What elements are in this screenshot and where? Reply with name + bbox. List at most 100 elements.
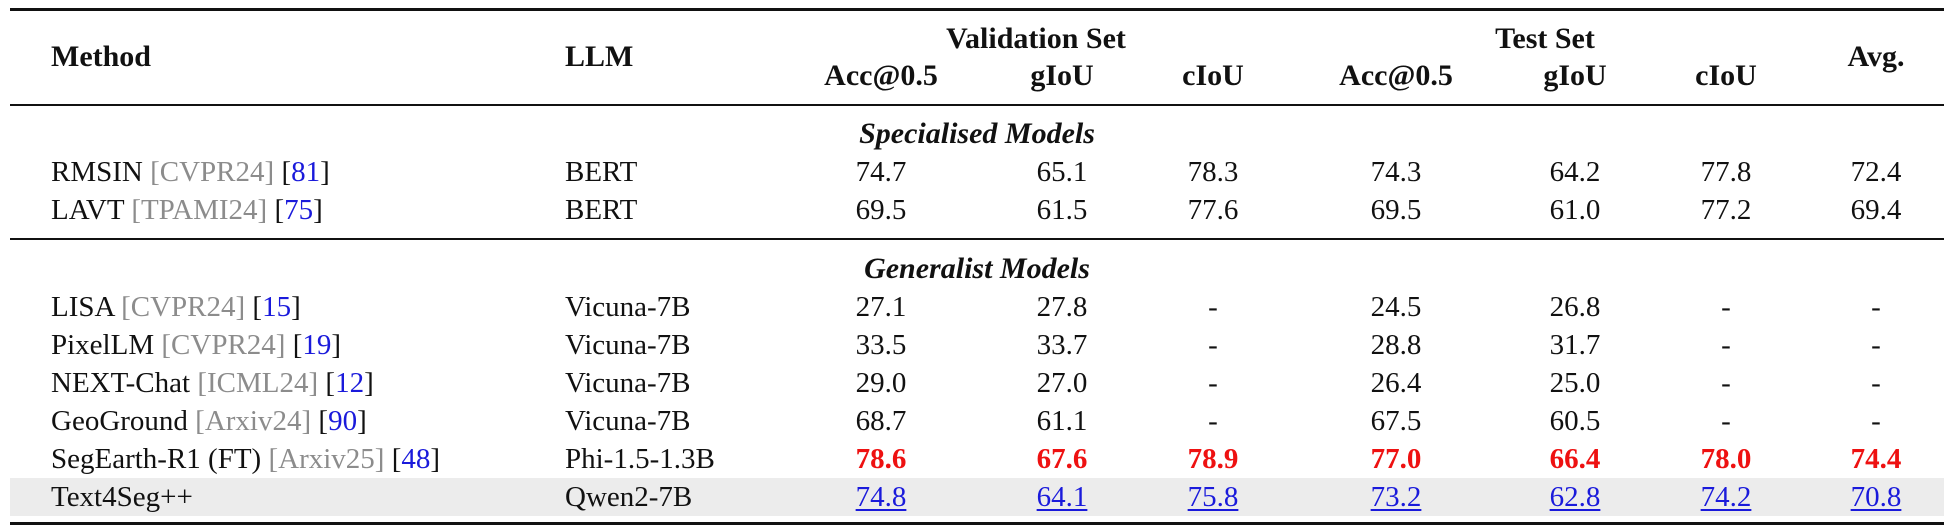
value-cell: 62.8 (1549, 481, 1601, 513)
value-cell: 64.1 (1036, 481, 1088, 513)
method-cell: LISA [CVPR24] [15] (51, 288, 301, 326)
value-cell: - (1208, 291, 1218, 323)
value-cell: - (1208, 405, 1218, 437)
citation-link[interactable]: 12 (335, 367, 365, 399)
value-cell: 65.1 (1036, 156, 1088, 188)
value-cell: 77.8 (1700, 156, 1752, 188)
value-cell: 61.1 (1036, 405, 1088, 437)
section-rule (10, 238, 1944, 240)
value-cell: 60.5 (1549, 405, 1601, 437)
value-cell: 75.8 (1187, 481, 1239, 513)
value-cell: 26.4 (1370, 367, 1422, 399)
venue-tag: [Arxiv25] (268, 443, 385, 475)
citation-link[interactable]: 90 (328, 405, 358, 437)
citation-open: [ (391, 443, 402, 475)
citation-open: [ (318, 405, 329, 437)
value-cell: 74.2 (1700, 481, 1752, 513)
llm-cell: BERT (565, 156, 638, 188)
citation-open: [ (281, 156, 292, 188)
citation-close: ] (320, 156, 330, 188)
value-cell: 27.1 (855, 291, 907, 323)
section-title-generalist: Generalist Models (864, 252, 1090, 285)
value-cell: 77.2 (1700, 194, 1752, 226)
header-validation-set: Validation Set (946, 22, 1126, 55)
value-cell: 27.0 (1036, 367, 1088, 399)
value-cell: 73.2 (1370, 481, 1422, 513)
venue-tag: [CVPR24] (161, 329, 286, 361)
header-test-set: Test Set (1495, 22, 1595, 55)
citation-close: ] (430, 443, 441, 475)
header-llm: LLM (565, 40, 634, 73)
llm-cell: Phi-1.5-1.3B (565, 443, 715, 475)
citation-close: ] (357, 405, 367, 437)
llm-cell: Qwen2-7B (565, 481, 693, 513)
venue-tag: [CVPR24] (121, 291, 246, 323)
value-cell: - (1721, 329, 1731, 361)
method-cell: Text4Seg++ (51, 478, 193, 516)
table-row: LAVT [TPAMI24] [75] BERT 69.5 61.5 77.6 69.5 6… (0, 191, 1954, 229)
citation-link[interactable]: 19 (302, 329, 332, 361)
header-val-acc: Acc@0.5 (824, 59, 938, 92)
method-name: RMSIN (51, 156, 143, 188)
value-cell: - (1721, 405, 1731, 437)
value-cell: - (1871, 367, 1881, 399)
value-cell: 78.3 (1187, 156, 1239, 188)
citation-open: [ (292, 329, 303, 361)
value-cell: 68.7 (855, 405, 907, 437)
method-name: Text4Seg++ (51, 481, 193, 513)
citation-link[interactable]: 75 (284, 194, 314, 226)
value-cell: 74.4 (1850, 443, 1902, 475)
method-name: SegEarth-R1 (FT) (51, 443, 262, 475)
method-name: PixelLM (51, 329, 155, 361)
value-cell: 77.0 (1370, 443, 1422, 475)
value-cell: - (1208, 329, 1218, 361)
venue-tag: [TPAMI24] (131, 194, 268, 226)
header-val-ciou: cIoU (1182, 59, 1244, 92)
value-cell: 70.8 (1850, 481, 1902, 513)
method-name: LAVT (51, 194, 125, 226)
venue-tag: [ICML24] (197, 367, 319, 399)
value-cell: 69.5 (1370, 194, 1422, 226)
method-cell: LAVT [TPAMI24] [75] (51, 191, 323, 229)
header-method: Method (51, 40, 151, 73)
citation-link[interactable]: 81 (291, 156, 321, 188)
table-row: Text4Seg++ Qwen2-7B 74.8 64.1 75.8 73.2 62.8 74… (10, 478, 1944, 516)
value-cell: 31.7 (1549, 329, 1601, 361)
value-cell: 64.2 (1549, 156, 1601, 188)
citation-open: [ (274, 194, 285, 226)
value-cell: 28.8 (1370, 329, 1422, 361)
table-row: NEXT-Chat [ICML24] [12] Vicuna-7B 29.0 27.0… (0, 364, 1954, 402)
table-row: PixelLM [CVPR24] [19] Vicuna-7B 33.5 33.7 - 2… (0, 326, 1954, 364)
value-cell: 33.7 (1036, 329, 1088, 361)
value-cell: 25.0 (1549, 367, 1601, 399)
table-row: LISA [CVPR24] [15] Vicuna-7B 27.1 27.8 - 24.5… (0, 288, 1954, 326)
value-cell: 69.5 (855, 194, 907, 226)
llm-cell: BERT (565, 194, 638, 226)
value-cell: - (1871, 329, 1881, 361)
value-cell: 26.8 (1549, 291, 1601, 323)
citation-link[interactable]: 48 (401, 443, 431, 475)
citation-close: ] (291, 291, 301, 323)
method-name: NEXT-Chat (51, 367, 191, 399)
citation-link[interactable]: 15 (262, 291, 292, 323)
value-cell: 61.0 (1549, 194, 1601, 226)
header-test-ciou: cIoU (1695, 59, 1757, 92)
method-cell: GeoGround [Arxiv24] [90] (51, 402, 367, 440)
citation-close: ] (364, 367, 374, 399)
method-name: LISA (51, 291, 114, 323)
llm-cell: Vicuna-7B (565, 367, 691, 399)
value-cell: 72.4 (1850, 156, 1902, 188)
value-cell: - (1721, 291, 1731, 323)
table-row: RMSIN [CVPR24] [81] BERT 74.7 65.1 78.3 74.3 6… (0, 153, 1954, 191)
value-cell: - (1871, 291, 1881, 323)
method-name: GeoGround (51, 405, 188, 437)
header-val-giou: gIoU (1030, 59, 1094, 92)
value-cell: 74.7 (855, 156, 907, 188)
citation-open: [ (325, 367, 336, 399)
header-test-acc: Acc@0.5 (1339, 59, 1453, 92)
method-cell: NEXT-Chat [ICML24] [12] (51, 364, 374, 402)
method-cell: SegEarth-R1 (FT) [Arxiv25] [48] (51, 440, 440, 478)
value-cell: 77.6 (1187, 194, 1239, 226)
table-row: GeoGround [Arxiv24] [90] Vicuna-7B 68.7 61.… (0, 402, 1954, 440)
value-cell: 74.3 (1370, 156, 1422, 188)
